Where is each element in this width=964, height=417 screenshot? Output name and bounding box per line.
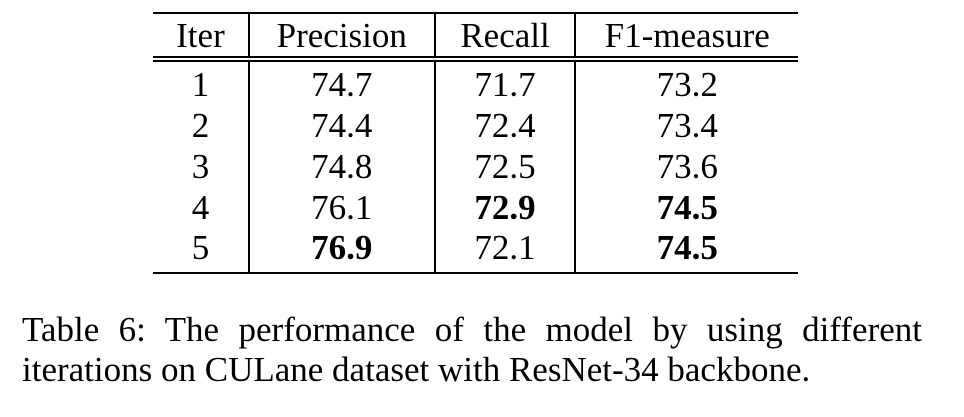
cell-precision: 74.4 <box>247 105 435 146</box>
cell-f1-best: 74.5 <box>574 187 798 228</box>
header-f1-measure: F1-measure <box>574 12 798 59</box>
cell-iter: 5 <box>153 228 249 274</box>
cell-recall: 71.7 <box>433 59 576 105</box>
cell-recall: 72.5 <box>433 146 576 187</box>
cell-f1-best: 74.5 <box>574 228 798 274</box>
caption-line-1: Table 6: The performance of the model by… <box>22 310 922 349</box>
table-row: 5 76.9 72.1 74.5 <box>153 228 798 274</box>
cell-f1: 73.6 <box>574 146 798 187</box>
table-row: 2 74.4 72.4 73.4 <box>153 105 798 146</box>
header-precision: Precision <box>247 12 435 59</box>
table-caption: Table 6: The performance of the model by… <box>22 310 922 390</box>
cell-iter: 3 <box>191 146 210 186</box>
cell-iter: 4 <box>191 187 210 227</box>
cell-f1: 73.4 <box>574 105 798 146</box>
cell-f1: 73.2 <box>574 59 798 105</box>
table-header-row: Iter Precision Recall F1-measure <box>153 12 798 59</box>
cell-recall: 72.1 <box>433 228 576 274</box>
table-row: 1 74.7 71.7 73.2 <box>153 59 798 105</box>
cell-precision-best: 76.9 <box>247 228 435 274</box>
table-row: 4 76.1 72.9 74.5 <box>153 187 798 228</box>
cell-precision: 74.7 <box>247 59 435 105</box>
header-recall: Recall <box>433 12 576 59</box>
header-iter: Iter <box>153 12 249 59</box>
results-table-container: Iter Precision Recall F1-measure 1 74.7 … <box>153 12 798 274</box>
cell-iter: 1 <box>191 65 210 104</box>
results-table: Iter Precision Recall F1-measure 1 74.7 … <box>153 12 798 274</box>
cell-recall: 72.4 <box>433 105 576 146</box>
cell-recall-best: 72.9 <box>433 187 576 228</box>
table-row: 3 74.8 72.5 73.6 <box>153 146 798 187</box>
cell-precision: 74.8 <box>247 146 435 187</box>
caption-line-2: iterations on CULane dataset with ResNet… <box>22 350 811 389</box>
cell-precision: 76.1 <box>247 187 435 228</box>
cell-iter: 2 <box>191 105 210 145</box>
